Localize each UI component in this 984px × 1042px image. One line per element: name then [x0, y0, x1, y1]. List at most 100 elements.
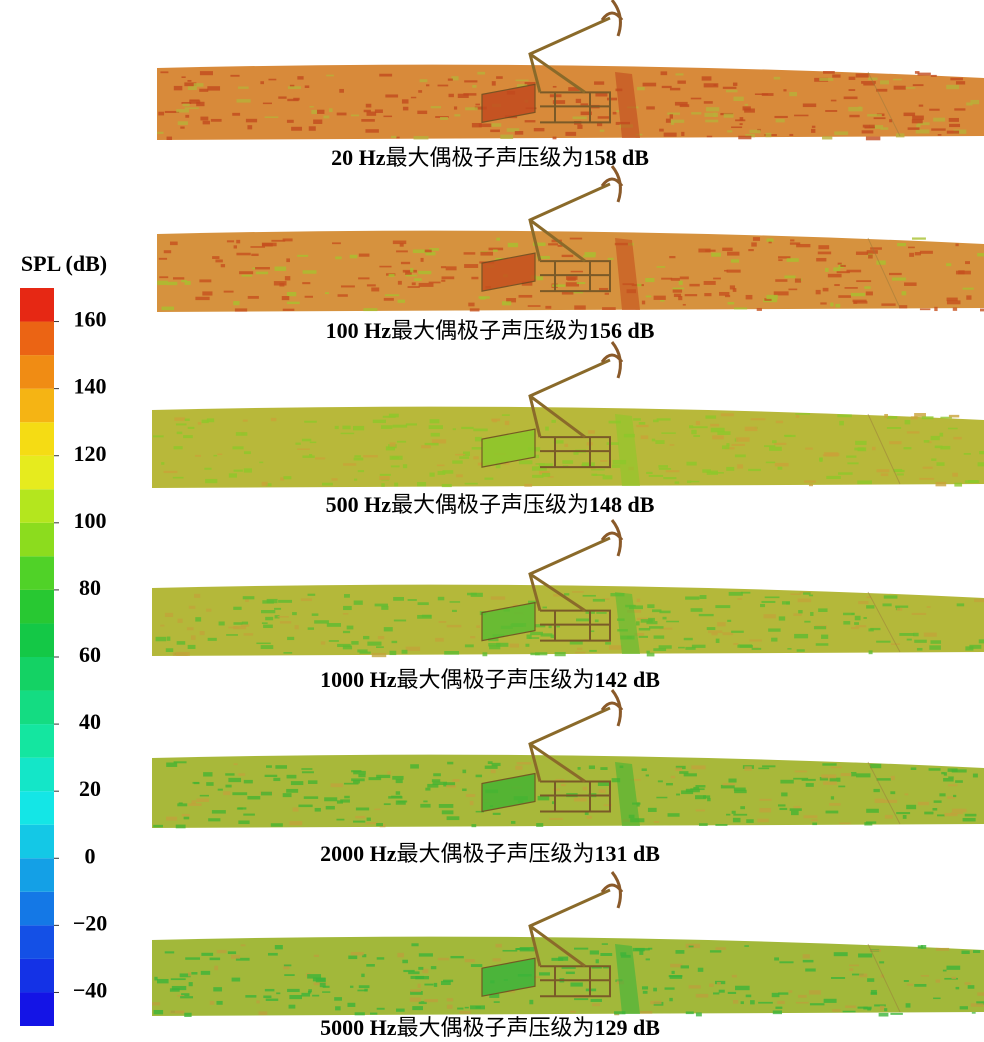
- speckle: [703, 795, 710, 798]
- speckle: [590, 950, 599, 954]
- speckle: [167, 637, 171, 641]
- speckle: [287, 292, 296, 296]
- speckle: [379, 476, 389, 480]
- speckle: [177, 641, 186, 645]
- speckle: [431, 966, 436, 969]
- speckle: [286, 789, 298, 793]
- speckle: [465, 1007, 469, 1009]
- speckle: [657, 418, 671, 420]
- speckle: [933, 998, 941, 1000]
- speckle: [343, 606, 352, 610]
- speckle: [602, 307, 616, 310]
- speckle: [876, 469, 889, 472]
- speckle: [156, 637, 167, 641]
- speckle: [803, 954, 810, 958]
- speckle: [746, 819, 754, 823]
- speckle: [854, 448, 864, 451]
- speckle: [843, 1011, 856, 1013]
- speckle: [238, 820, 249, 824]
- speckle: [551, 420, 555, 423]
- speckle: [646, 295, 651, 297]
- speckle: [766, 462, 775, 464]
- speckle: [804, 480, 816, 482]
- speckle: [722, 445, 729, 449]
- speckle: [397, 441, 406, 443]
- speckle: [849, 965, 859, 967]
- speckle: [233, 626, 246, 629]
- speckle: [911, 416, 918, 419]
- speckle: [721, 785, 735, 789]
- speckle: [173, 477, 184, 479]
- speckle: [774, 291, 789, 295]
- speckle: [238, 773, 245, 775]
- speckle: [880, 80, 889, 84]
- speckle: [731, 259, 739, 262]
- speckle: [418, 90, 422, 93]
- pantograph-head: [602, 342, 622, 378]
- speckle: [570, 982, 582, 986]
- panel: 1000 Hz最大偶极子声压级为142 dB: [152, 520, 984, 692]
- speckle: [468, 303, 474, 307]
- colorbar-band: [20, 959, 54, 993]
- speckle: [279, 283, 284, 287]
- speckle: [297, 255, 308, 257]
- speckle: [676, 794, 680, 796]
- speckle: [789, 92, 797, 96]
- pantograph-head: [602, 166, 622, 202]
- speckle: [312, 613, 319, 615]
- speckle: [956, 987, 960, 989]
- speckle: [480, 252, 493, 256]
- speckle: [740, 645, 753, 648]
- speckle: [668, 813, 680, 817]
- speckle: [562, 292, 574, 295]
- caption-level: 148 dB: [589, 492, 655, 517]
- speckle: [696, 421, 700, 425]
- speckle: [344, 594, 350, 598]
- colorbar-band: [20, 456, 54, 490]
- speckle: [390, 651, 397, 655]
- speckle: [310, 106, 314, 108]
- speckle: [403, 464, 407, 468]
- speckle: [666, 470, 680, 472]
- speckle: [826, 811, 839, 814]
- speckle: [217, 950, 227, 953]
- speckle: [558, 957, 568, 961]
- speckle: [234, 763, 238, 765]
- speckle: [164, 250, 171, 253]
- speckle: [165, 613, 173, 617]
- speckle: [232, 113, 240, 116]
- speckle: [556, 626, 560, 628]
- speckle: [577, 125, 582, 129]
- speckle: [642, 301, 645, 305]
- speckle: [798, 995, 807, 998]
- caption-level: 131 dB: [594, 841, 660, 866]
- speckle: [208, 818, 220, 821]
- speckle: [571, 271, 583, 273]
- speckle: [323, 116, 329, 119]
- speckle: [592, 1003, 600, 1006]
- speckle: [315, 457, 325, 459]
- speckle: [695, 785, 705, 787]
- speckle: [381, 483, 384, 487]
- speckle: [284, 964, 291, 966]
- speckle: [283, 309, 295, 311]
- speckle: [210, 1001, 215, 1005]
- speckle: [391, 796, 402, 798]
- speckle: [864, 127, 874, 129]
- speckle: [397, 953, 404, 957]
- speckle: [934, 800, 942, 802]
- speckle: [174, 446, 183, 449]
- speckle: [496, 76, 503, 79]
- speckle: [790, 593, 801, 595]
- speckle: [275, 765, 287, 769]
- speckle: [661, 432, 675, 434]
- speckle: [705, 120, 718, 123]
- speckle: [453, 428, 456, 430]
- speckle: [884, 1008, 887, 1011]
- speckle: [663, 477, 676, 479]
- speckle: [789, 134, 793, 136]
- speckle: [452, 610, 457, 612]
- speckle: [565, 132, 576, 136]
- speckle: [904, 447, 912, 449]
- speckle: [965, 982, 971, 985]
